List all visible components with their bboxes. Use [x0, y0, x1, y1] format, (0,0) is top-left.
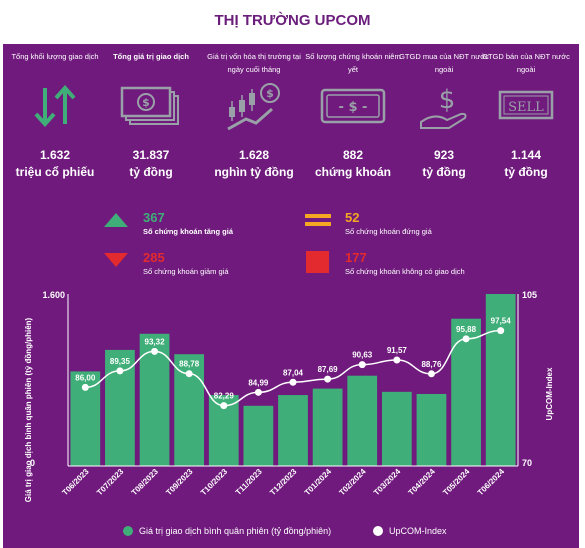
index-point: [324, 375, 332, 383]
breadth-none-value: 177: [345, 250, 367, 265]
stat-label: Tổng khối lượng giao dịch: [11, 52, 99, 61]
index-data-label: 90,63: [352, 351, 373, 360]
breadth-down-value: 285: [143, 250, 165, 265]
stat-listed: Số lượng chứng khoán niêm yết - $ - 882 …: [305, 50, 401, 179]
index-point: [427, 370, 435, 378]
stat-label: GTGD bán của NĐT nước ngoài: [482, 52, 570, 74]
y2-tick-label: 105: [522, 290, 537, 300]
stat-market-cap: Giá trị vốn hóa thị trường tại ngày cuối…: [203, 50, 305, 179]
stat-foreign-sell: GTGD bán của NĐT nước ngoài SELL 1.144 t…: [478, 50, 574, 179]
breadth-flat-value: 52: [345, 210, 360, 225]
svg-text:- $ -: - $ -: [339, 100, 368, 115]
index-data-label: 88,76: [421, 360, 442, 369]
index-data-label: 91,57: [387, 346, 408, 355]
bar: [139, 333, 170, 466]
updown-arrows-icon: [7, 80, 103, 132]
svg-text:SELL: SELL: [508, 100, 544, 115]
banknotes-icon: $: [103, 80, 199, 132]
bar: [485, 294, 516, 466]
legend-line-swatch: [373, 526, 383, 536]
banknote-icon: - $ -: [305, 80, 401, 132]
stat-value: 31.837: [132, 148, 170, 162]
stat-foreign-buy: GTGD mua của NĐT nước ngoài $ 923 tỷ đồn…: [396, 50, 492, 179]
y2-axis-title: UpCOM-Index: [545, 367, 554, 420]
index-data-label: 89,35: [110, 357, 131, 366]
index-point: [81, 383, 89, 391]
stat-unit: tỷ đồng: [129, 165, 173, 179]
index-point: [185, 370, 193, 378]
breadth-none-label: Số chứng khoán không có giao dịch: [345, 267, 465, 276]
svg-text:$: $: [142, 96, 150, 109]
y-tick-label: 0: [30, 458, 35, 468]
equal-icon: [305, 214, 331, 226]
stat-label: Tổng giá trị giao dịch: [113, 52, 189, 61]
page-title: THỊ TRƯỜNG UPCOM: [214, 12, 371, 29]
stat-unit: nghìn tỷ đồng: [214, 165, 294, 179]
breadth-up-label: Số chứng khoán tăng giá: [143, 227, 234, 236]
index-data-label: 87,04: [283, 368, 304, 377]
stat-label: Số lượng chứng khoán niêm yết: [305, 52, 401, 74]
growth-chart-icon: $: [203, 80, 305, 132]
index-point: [116, 367, 124, 375]
index-point: [497, 327, 505, 335]
index-data-label: 87,69: [318, 365, 339, 374]
index-point: [151, 347, 159, 355]
breadth-down-label: Số chứng khoán giảm giá: [143, 267, 229, 276]
breadth-flat-label: Số chứng khoán đứng giá: [345, 227, 432, 236]
combo-chart: 86,00 89,35 93,32 88,78 82,29 84,99 87,04 87,69…: [3, 284, 579, 522]
svg-text:$: $: [266, 87, 274, 100]
index-data-label: 97,54: [491, 317, 512, 326]
breadth-up-value: 367: [143, 210, 165, 225]
stat-value: 923: [433, 148, 455, 162]
stat-value: 1.628: [238, 148, 270, 162]
stat-unit: tỷ đồng: [504, 165, 548, 179]
stat-unit: triệu cổ phiếu: [15, 165, 95, 179]
bar: [347, 375, 378, 466]
stat-value-traded: Tổng giá trị giao dịch $ 31.837 tỷ đồng: [103, 50, 199, 179]
index-data-label: 95,88: [456, 325, 477, 334]
bar: [278, 395, 308, 466]
up-triangle-icon: [104, 213, 128, 227]
stat-label: Giá trị vốn hóa thị trường tại ngày cuối…: [207, 52, 301, 74]
stat-unit: chứng khoán: [314, 165, 392, 179]
legend-bar-label: Giá trị giao dịch bình quân phiên (tỷ đồ…: [139, 526, 332, 536]
bar: [312, 388, 343, 466]
stat-value: 1.632: [39, 148, 71, 162]
y2-tick-label: 70: [522, 458, 532, 468]
index-data-label: 82,29: [214, 392, 235, 401]
index-point: [289, 378, 297, 386]
dollar-hand-icon: $: [396, 80, 492, 132]
stat-value: 882: [342, 148, 364, 162]
bar: [381, 391, 412, 466]
stat-value: 1.144: [510, 148, 542, 162]
svg-text:$: $: [439, 85, 456, 115]
y-axis-title: Giá trị giao dịch bình quân phiên (tỷ đồ…: [24, 317, 33, 502]
index-point: [393, 356, 401, 364]
legend-line-label: UpCOM-Index: [389, 526, 447, 536]
index-point: [358, 361, 366, 369]
down-triangle-icon: [104, 253, 128, 267]
index-point: [462, 335, 470, 343]
stat-volume: Tổng khối lượng giao dịch 1.632 triệu cổ…: [7, 50, 103, 179]
sell-sign-icon: SELL: [478, 80, 574, 132]
legend-bar-swatch: [123, 526, 133, 536]
bar: [243, 405, 274, 466]
index-point: [254, 388, 262, 396]
index-data-label: 93,32: [145, 337, 166, 346]
index-point: [220, 402, 228, 410]
index-data-label: 86,00: [75, 373, 96, 382]
y-tick-label: 1.600: [42, 290, 65, 300]
index-data-label: 84,99: [248, 378, 269, 387]
square-icon: [306, 251, 329, 273]
bar: [416, 393, 447, 466]
stat-unit: tỷ đồng: [422, 165, 466, 179]
stat-label: GTGD mua của NĐT nước ngoài: [399, 52, 489, 74]
index-data-label: 88,78: [179, 360, 200, 369]
